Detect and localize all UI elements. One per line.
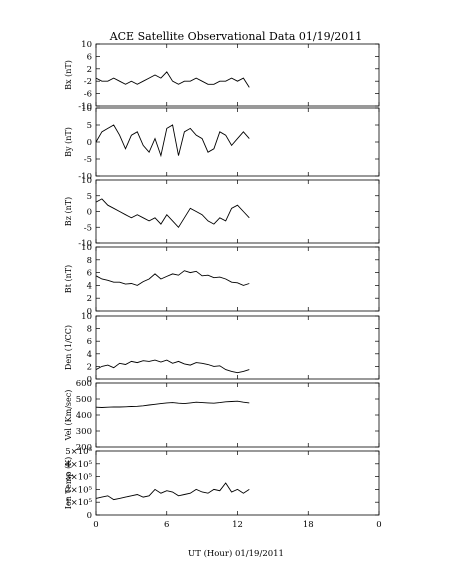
y-tick-label: 10: [81, 40, 92, 50]
y-tick-label: 5: [87, 121, 92, 131]
panel-frame: [95, 179, 380, 244]
x-tick-label: 12: [232, 520, 243, 530]
y-tick-label: 2: [87, 65, 92, 75]
panel-frame: [95, 315, 380, 380]
y-tick-label: 3×10⁵: [65, 473, 92, 483]
y-tick-label: -10: [78, 102, 92, 112]
y-tick-label: 8: [87, 256, 92, 266]
y-axis-label: Bt (nT): [64, 265, 73, 293]
y-tick-label: 400: [76, 411, 92, 421]
panel-2: 10 5 0 -5 -10 By (nT): [64, 104, 380, 182]
chart-title: ACE Satellite Observational Data 01/19/2…: [109, 30, 363, 43]
y-tick-label: 500: [76, 395, 92, 405]
panel-5: 10 8 6 4 2 0 Den (1/CC): [64, 312, 380, 385]
y-tick-label: 4: [87, 350, 92, 360]
y-tick-label: -2: [84, 77, 92, 87]
y-tick-label: 4: [87, 281, 92, 291]
series-line: [95, 482, 250, 501]
x-tick-label: 18: [303, 520, 314, 530]
panel-1: 10 6 2 -2 -6 -10 Bx (nT): [64, 40, 380, 112]
panel-frame: [95, 246, 380, 312]
x-tick-label: 0: [93, 520, 98, 530]
y-axis-label: Bz (nT): [64, 197, 73, 226]
y-axis-label: Den (1/CC): [64, 325, 73, 370]
y-tick-label: 2×10⁵: [65, 485, 92, 495]
y-tick-label: 8: [87, 325, 92, 335]
y-tick-label: 6: [87, 269, 92, 279]
y-tick-label: 1×10⁵: [65, 498, 92, 508]
y-tick-label: 0: [87, 307, 92, 317]
y-tick-label: 6: [87, 337, 92, 347]
x-tick-label: 6: [164, 520, 169, 530]
x-tick-label: 0: [376, 520, 381, 530]
y-tick-label: 2: [87, 294, 92, 304]
y-tick-label: 5×10⁵: [65, 447, 92, 457]
y-tick-label: 0: [87, 208, 92, 218]
series-line: [95, 198, 250, 229]
y-tick-label: 2: [87, 362, 92, 372]
y-tick-label: 5: [87, 192, 92, 202]
y-tick-label: 10: [81, 312, 92, 322]
panel-frame: [95, 382, 380, 448]
y-axis-label: Bx (nT): [64, 60, 73, 90]
panel-4: 10 8 6 4 2 0 Bt (nT): [64, 243, 380, 317]
y-tick-label: -5: [84, 155, 92, 165]
panels-group: 10 6 2 -2 -6 -10 Bx (nT) 10 5 0 -5 -10 By (nT) 10 5 0 -5…: [64, 40, 380, 521]
y-axis-label: Vel (Km/sec): [64, 390, 73, 442]
y-tick-label: 0: [87, 138, 92, 148]
y-tick-label: 200: [76, 443, 92, 453]
y-tick-label: 10: [81, 243, 92, 253]
series-line: [95, 400, 250, 408]
panel-frame: [95, 450, 380, 516]
y-tick-label: 6: [87, 52, 92, 62]
series-line: [95, 124, 250, 158]
series-line: [95, 71, 250, 88]
y-tick-label: 0: [87, 511, 92, 521]
x-axis-label: UT (Hour) 01/19/2011: [188, 548, 284, 559]
y-axis-label: By (nT): [64, 127, 73, 157]
panel-frame: [95, 43, 380, 107]
y-tick-label: 0: [87, 375, 92, 385]
x-axis-group: 0 6 12 18 0: [93, 520, 381, 530]
y-tick-label: -10: [78, 239, 92, 249]
panel-3: 10 5 0 -5 -10 Bz (nT): [64, 176, 380, 249]
series-line: [95, 359, 250, 374]
y-tick-label: 10: [81, 104, 92, 114]
y-tick-label: 4×10⁵: [65, 460, 92, 470]
y-tick-label: 600: [76, 379, 92, 389]
panel-frame: [95, 107, 380, 177]
series-line: [95, 270, 250, 286]
panel-7: 5×10⁵ 4×10⁵ 3×10⁵ 2×10⁵ 1×10⁵ 0 Ion Temp (K): [64, 447, 380, 521]
y-tick-label: 10: [81, 176, 92, 186]
y-tick-label: -6: [84, 90, 92, 100]
y-tick-label: -5: [84, 223, 92, 233]
y-tick-label: 300: [76, 427, 92, 437]
y-tick-label: -10: [78, 172, 92, 182]
y-axis-label: Ion Temp (K): [64, 457, 73, 510]
